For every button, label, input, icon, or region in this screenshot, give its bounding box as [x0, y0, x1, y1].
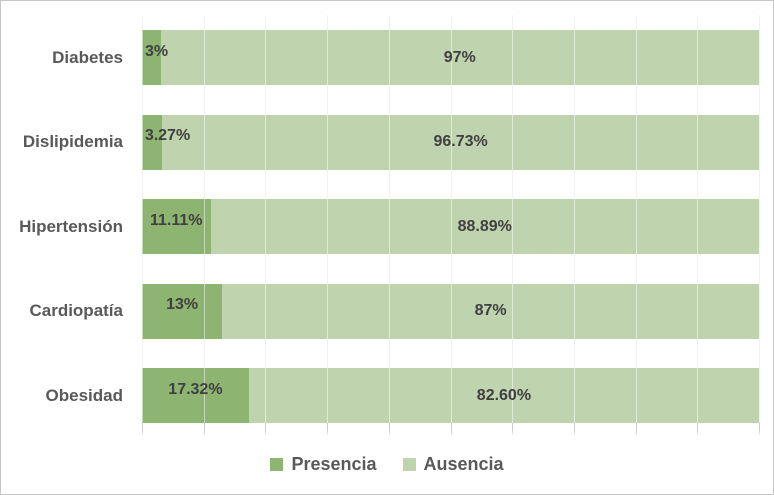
- data-label-ausencia: 82.60%: [476, 386, 532, 404]
- legend-swatch-icon: [270, 458, 284, 471]
- data-label-ausencia: 87%: [474, 302, 507, 319]
- legend: Presencia Ausencia: [1, 454, 773, 475]
- legend-swatch-icon: [402, 458, 416, 471]
- axis-tick: [512, 422, 514, 437]
- bar-segment-ausencia: [222, 283, 759, 339]
- gridline-overlay: [697, 15, 699, 423]
- axis-tick: [388, 422, 390, 437]
- data-label-presencia: 13%: [166, 296, 199, 313]
- axis-tick: [759, 422, 760, 437]
- category-axis: Diabetes Dislipidemia Hipertensión Cardiopa…: [1, 15, 142, 423]
- bar-segment-ausencia: [160, 30, 759, 85]
- plot-area: 3% 97% 3.27% 96.73% 11.11% 88.89% 13% 87% 17.32%…: [142, 15, 760, 423]
- gridline-overlay: [388, 15, 390, 423]
- data-label-presencia: 3.27%: [144, 127, 191, 144]
- category-label: Obesidad: [45, 385, 123, 405]
- axis-ticks: [142, 422, 760, 438]
- legend-label: Ausencia: [423, 454, 504, 474]
- category-label: Cardiopatía: [29, 301, 123, 320]
- bar-segment-presencia: [142, 114, 163, 170]
- bar-segment-presencia: [142, 199, 211, 254]
- bar-segment-ausencia: [248, 368, 759, 423]
- bar-row: [142, 368, 759, 423]
- category-label: Hipertensión: [19, 216, 123, 236]
- axis-tick: [635, 422, 637, 437]
- gridline-overlay: [265, 15, 267, 423]
- bar-segment-presencia: [142, 368, 249, 423]
- gridline-overlay: [635, 15, 637, 423]
- gridline-overlay: [142, 15, 143, 423]
- bar-segment-presencia: [142, 283, 223, 339]
- bars-layer: [142, 15, 759, 423]
- gridlines-overlay-layer: [142, 15, 760, 423]
- bar-row: [142, 199, 759, 254]
- gridline-overlay: [512, 15, 514, 423]
- legend-item-presencia: Presencia: [270, 454, 377, 475]
- data-labels-layer: 3% 97% 3.27% 96.73% 11.11% 88.89% 13% 87% 17.32%…: [142, 15, 759, 423]
- axis-tick: [697, 422, 699, 437]
- bar-row: [142, 283, 759, 339]
- data-label-ausencia: 96.73%: [433, 133, 488, 150]
- bar-row: [142, 114, 759, 170]
- gridline-overlay: [573, 15, 575, 423]
- gridline-overlay: [327, 15, 329, 423]
- gridline-overlay: [450, 15, 452, 423]
- data-label-presencia: 3%: [144, 42, 169, 60]
- gridline-overlay: [203, 15, 205, 423]
- bar-segment-presencia: [142, 30, 161, 85]
- axis-tick: [142, 422, 143, 437]
- axis-tick: [327, 422, 329, 437]
- gridline-overlay: [759, 15, 760, 423]
- data-label-presencia: 17.32%: [168, 380, 223, 398]
- data-label-ausencia: 88.89%: [457, 217, 512, 235]
- axis-tick: [265, 422, 267, 437]
- legend-item-ausencia: Ausencia: [402, 454, 504, 475]
- axis-tick: [203, 422, 205, 437]
- legend-label: Presencia: [291, 454, 377, 474]
- bar-segment-ausencia: [162, 114, 759, 170]
- axis-tick: [450, 422, 452, 437]
- category-label: Diabetes: [52, 47, 123, 67]
- category-label: Dislipidemia: [22, 132, 123, 151]
- bar-row: [142, 30, 759, 85]
- bar-segment-ausencia: [210, 199, 759, 254]
- data-label-ausencia: 97%: [443, 48, 476, 66]
- data-label-presencia: 11.11%: [150, 211, 203, 229]
- axis-tick: [573, 422, 575, 437]
